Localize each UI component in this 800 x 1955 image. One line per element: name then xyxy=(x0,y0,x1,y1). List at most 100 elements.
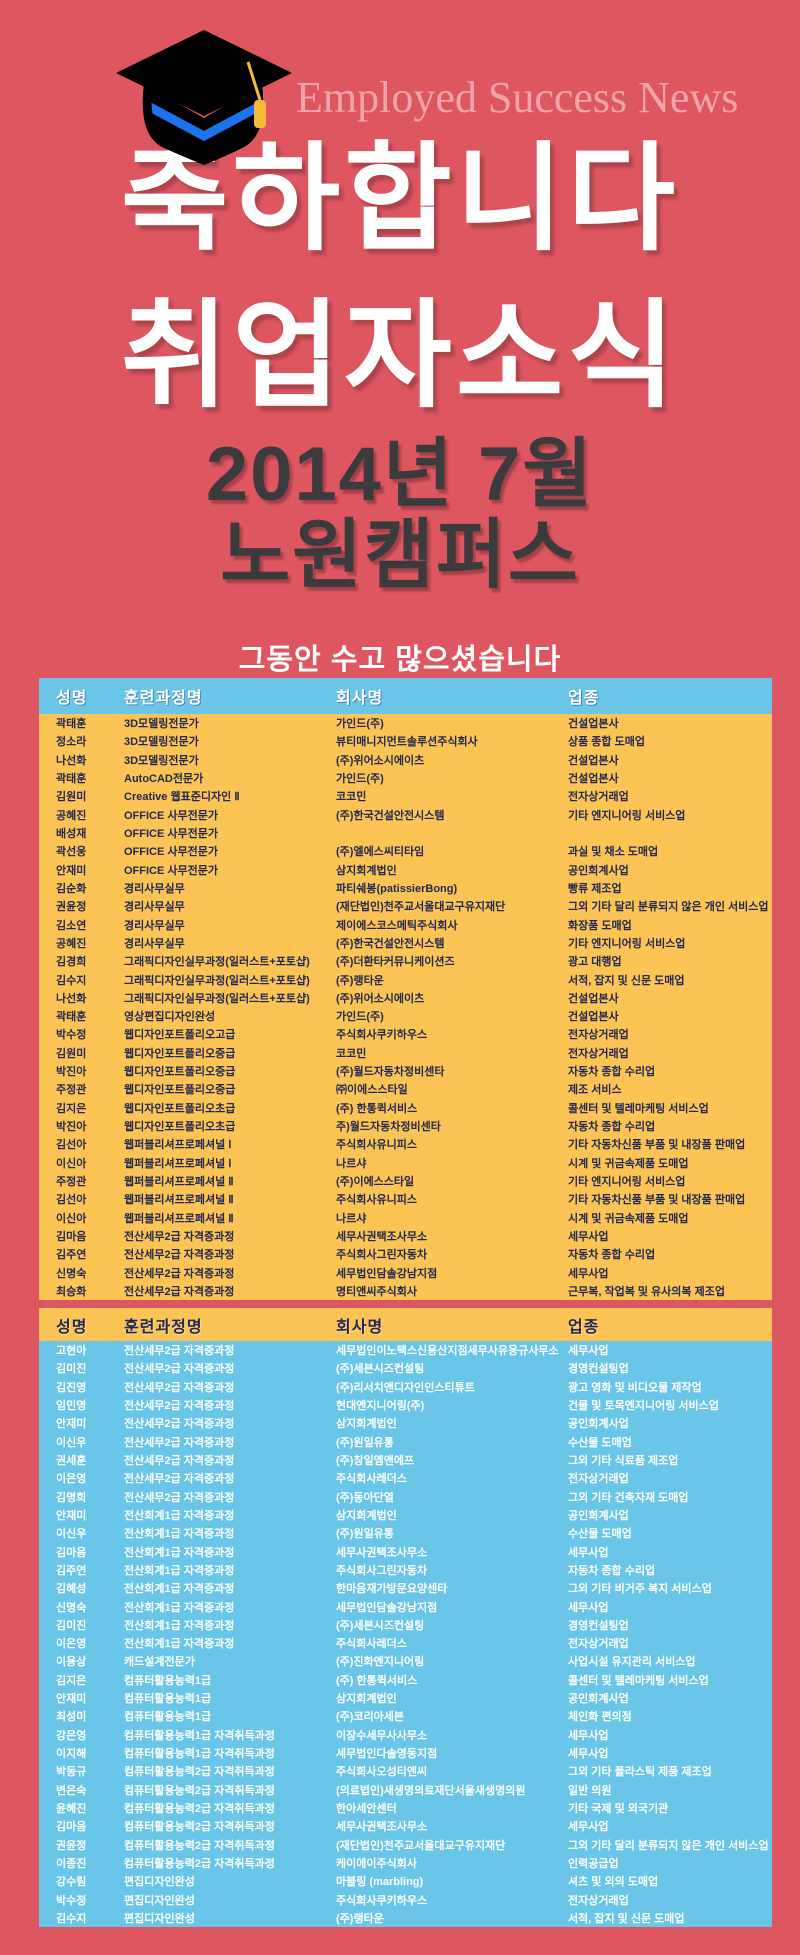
cell-course: 전산세무2급 자격증과정 xyxy=(124,1363,235,1376)
cell-course: 전산회계1급 자격증과정 xyxy=(124,1509,235,1522)
cell-name: 김선아 xyxy=(56,1194,87,1207)
cell-course: 그래픽디자인실무과정(일러스트+포토샵) xyxy=(124,956,310,969)
table-row: 곽태훈 영상편집디자인완성 가인드(주) 건설업본사 xyxy=(39,1007,772,1025)
cell-company: (주)한국건설안전시스템 xyxy=(336,937,445,950)
cell-company: (주)한국건설안전시스템 xyxy=(336,809,445,822)
cell-industry: 광고 대행업 xyxy=(568,956,622,969)
table-2-header-row: 성명 훈련과정명 회사명 업종 xyxy=(39,1308,772,1341)
table-row: 안재미 전산세무2급 자격증과정 삼지회계법인 공인회계사업 xyxy=(39,1414,772,1432)
table-row: 김마음 컴퓨터활용능력2급 자격취득과정 세무사권택조사무소 세무사업 xyxy=(39,1817,772,1835)
cell-company: 마블링 (marbling) xyxy=(336,1876,424,1889)
cell-name: 박진아 xyxy=(56,1121,87,1134)
cell-course: OFFICE 사무전문가 xyxy=(124,846,218,859)
cell-course: 편집디자인완성 xyxy=(124,1876,195,1889)
cell-industry: 세무사업 xyxy=(568,1546,609,1559)
cell-company: 주식회사그린자동차 xyxy=(336,1249,428,1262)
cell-industry: 기타 엔지니어링 서비스업 xyxy=(568,809,686,822)
cell-course: 컴퓨터활용능력2급 자격취득과정 xyxy=(124,1766,275,1779)
cell-company: 한아세안센터 xyxy=(336,1802,397,1815)
cell-industry: 화장품 도매업 xyxy=(568,919,632,932)
cell-company: (주)진화엔지니어링 xyxy=(336,1656,425,1669)
cell-company: 뷰티매니지먼트솔루션주식회사 xyxy=(336,736,478,749)
cell-company: 코코민 xyxy=(336,791,367,804)
cell-name: 이신아 xyxy=(56,1157,87,1170)
cell-course: OFFICE 사무전문가 xyxy=(124,828,218,841)
cell-name: 변은숙 xyxy=(56,1784,87,1797)
cell-name: 이신우 xyxy=(56,1436,87,1449)
cell-name: 강은영 xyxy=(56,1729,87,1742)
cell-course: 전산세무2급 자격증과정 xyxy=(124,1436,235,1449)
cell-course: 편집디자인완성 xyxy=(124,1894,195,1907)
cell-name: 강수림 xyxy=(56,1876,87,1889)
column-header-company: 회사명 xyxy=(336,1318,384,1336)
cell-name: 김소연 xyxy=(56,919,87,932)
cell-name: 곽태훈 xyxy=(56,773,87,786)
period: 2014년 7월 노원캠퍼스 xyxy=(0,434,800,596)
headline: 축하합니다 취업자소식 xyxy=(0,120,800,434)
table-row: 신명숙 전산회계1급 자격증과정 세무법인담솔강남지점 세무사업 xyxy=(39,1597,772,1615)
cell-name: 김지은 xyxy=(56,1102,87,1115)
cell-course: 전산세무2급 자격증과정 xyxy=(124,1473,235,1486)
cell-name: 박동규 xyxy=(56,1766,87,1779)
graduation-cap-icon xyxy=(116,30,292,165)
table-row: 신명숙 전산세무2급 자격증과정 세무법인담솔강남지점 세무사업 xyxy=(39,1263,772,1281)
cell-name: 나선화 xyxy=(56,992,87,1005)
cell-course: 3D모델링전문가 xyxy=(124,736,199,749)
cell-company: 코코민 xyxy=(336,1047,367,1060)
table-row: 박수정 편집디자인완성 주식회사쿠키하우스 전자상거래업 xyxy=(39,1890,772,1908)
cell-company: 세무사권택조사무소 xyxy=(336,1821,428,1834)
cell-industry: 건설업본사 xyxy=(568,992,619,1005)
table-row: 고현아 전산세무2급 자격증과정 세무법인이노택스신용산지점세무사유웅규사무소 세무사… xyxy=(39,1341,772,1359)
cell-industry: 세무사업 xyxy=(568,1267,609,1280)
cell-company: ㈜이에스스타일 xyxy=(336,1084,408,1097)
table-row: 김원미 Creative 웹표준디자인 Ⅱ 코코민 전자상거래업 xyxy=(39,787,772,805)
cell-company: 세무사권택조사무소 xyxy=(336,1546,428,1559)
cell-industry: 그외 기타 달리 분류되지 않은 개인 서비스업 xyxy=(568,1839,769,1852)
column-header-course: 훈련과정명 xyxy=(124,690,203,707)
cell-company: 주식회사레더스 xyxy=(336,1473,407,1486)
cell-course: 전산세무2급 자격증과정 xyxy=(124,1491,235,1504)
cell-course: OFFICE 사무전문가 xyxy=(124,809,218,822)
cell-industry: 자동차 종합 수리업 xyxy=(568,1249,656,1262)
table-row: 곽태훈 3D모델링전문가 가인드(주) 건설업본사 xyxy=(39,714,772,732)
cell-industry: 경영컨설팅업 xyxy=(568,1619,629,1632)
cell-name: 고현아 xyxy=(56,1345,87,1358)
cell-company: 주식회사쿠키하우스 xyxy=(336,1894,428,1907)
cell-industry: 자동차 종합 수리업 xyxy=(568,1066,656,1079)
cell-name: 곽태훈 xyxy=(56,1011,87,1024)
cell-company: 나르샤 xyxy=(336,1157,367,1170)
cell-industry: 콜센터 및 텔레마케팅 서비스업 xyxy=(568,1102,709,1115)
table-row: 김미진 전산회계1급 자격증과정 (주)세븐시즈컨설팅 경영컨설팅업 xyxy=(39,1616,772,1634)
cell-name: 주정관 xyxy=(56,1175,87,1188)
table-row: 윤혜진 컴퓨터활용능력2급 자격취득과정 한아세안센터 기타 국제 및 외국기관 xyxy=(39,1799,772,1817)
table-row: 권세훈 전산세무2급 자격증과정 (주)창일엠앤에프 그외 기타 식료품 제조업 xyxy=(39,1451,772,1469)
table-row: 나선화 3D모델링전문가 (주)위어소시에이츠 건설업본사 xyxy=(39,751,772,769)
cell-course: 웹디자인포트폴리오중급 xyxy=(124,1066,236,1079)
cell-industry: 세무사업 xyxy=(568,1748,609,1761)
cell-industry: 자동차 종합 수리업 xyxy=(568,1564,656,1577)
cell-company: 삼지회계법인 xyxy=(336,1418,397,1431)
table-row: 김주연 전산세무2급 자격증과정 주식회사그린자동차 자동차 종합 수리업 xyxy=(39,1245,772,1263)
cell-industry: 전자상거래업 xyxy=(568,1473,629,1486)
cell-industry: 전자상거래업 xyxy=(568,1029,629,1042)
cell-course: AutoCAD전문가 xyxy=(124,773,204,786)
cell-industry: 근무복, 작업복 및 유사의복 제조업 xyxy=(568,1285,725,1298)
cell-course: 컴퓨터활용능력1급 xyxy=(124,1674,212,1687)
cell-industry: 세무사업 xyxy=(568,1729,609,1742)
cell-industry: 건설업본사 xyxy=(568,773,619,786)
cell-name: 박수정 xyxy=(56,1894,87,1907)
table-row: 이신우 전산회계1급 자격증과정 (주)원일유통 수산물 도매업 xyxy=(39,1524,772,1542)
cell-course: 전산세무2급 자격증과정 xyxy=(124,1400,235,1413)
cell-company: (주)랭타운 xyxy=(336,974,384,987)
cell-company: (주)세븐시즈컨설팅 xyxy=(336,1619,425,1632)
cell-company: (재단법인)천주교서울대교구유지재단 xyxy=(336,901,506,914)
cell-industry: 경영컨설팅업 xyxy=(568,1363,629,1376)
table-row: 김선아 웹퍼블리셔프로페셔널 Ⅰ 주식회사유니피스 기타 자동차신품 부품 및 내장품… xyxy=(39,1135,772,1153)
cell-name: 김주연 xyxy=(56,1564,87,1577)
cell-course: 전산회계1급 자격증과정 xyxy=(124,1564,235,1577)
cell-industry: 그외 기타 플라스틱 제품 제조업 xyxy=(568,1766,712,1779)
cell-company: (주)더환타커뮤니케이션즈 xyxy=(336,956,455,969)
table-row: 김선아 웹퍼블리셔프로페셔널 Ⅱ 주식회사유니피스 기타 자동차신품 부품 및 내장품… xyxy=(39,1190,772,1208)
cell-company: 케이에이주식회사 xyxy=(336,1857,417,1870)
